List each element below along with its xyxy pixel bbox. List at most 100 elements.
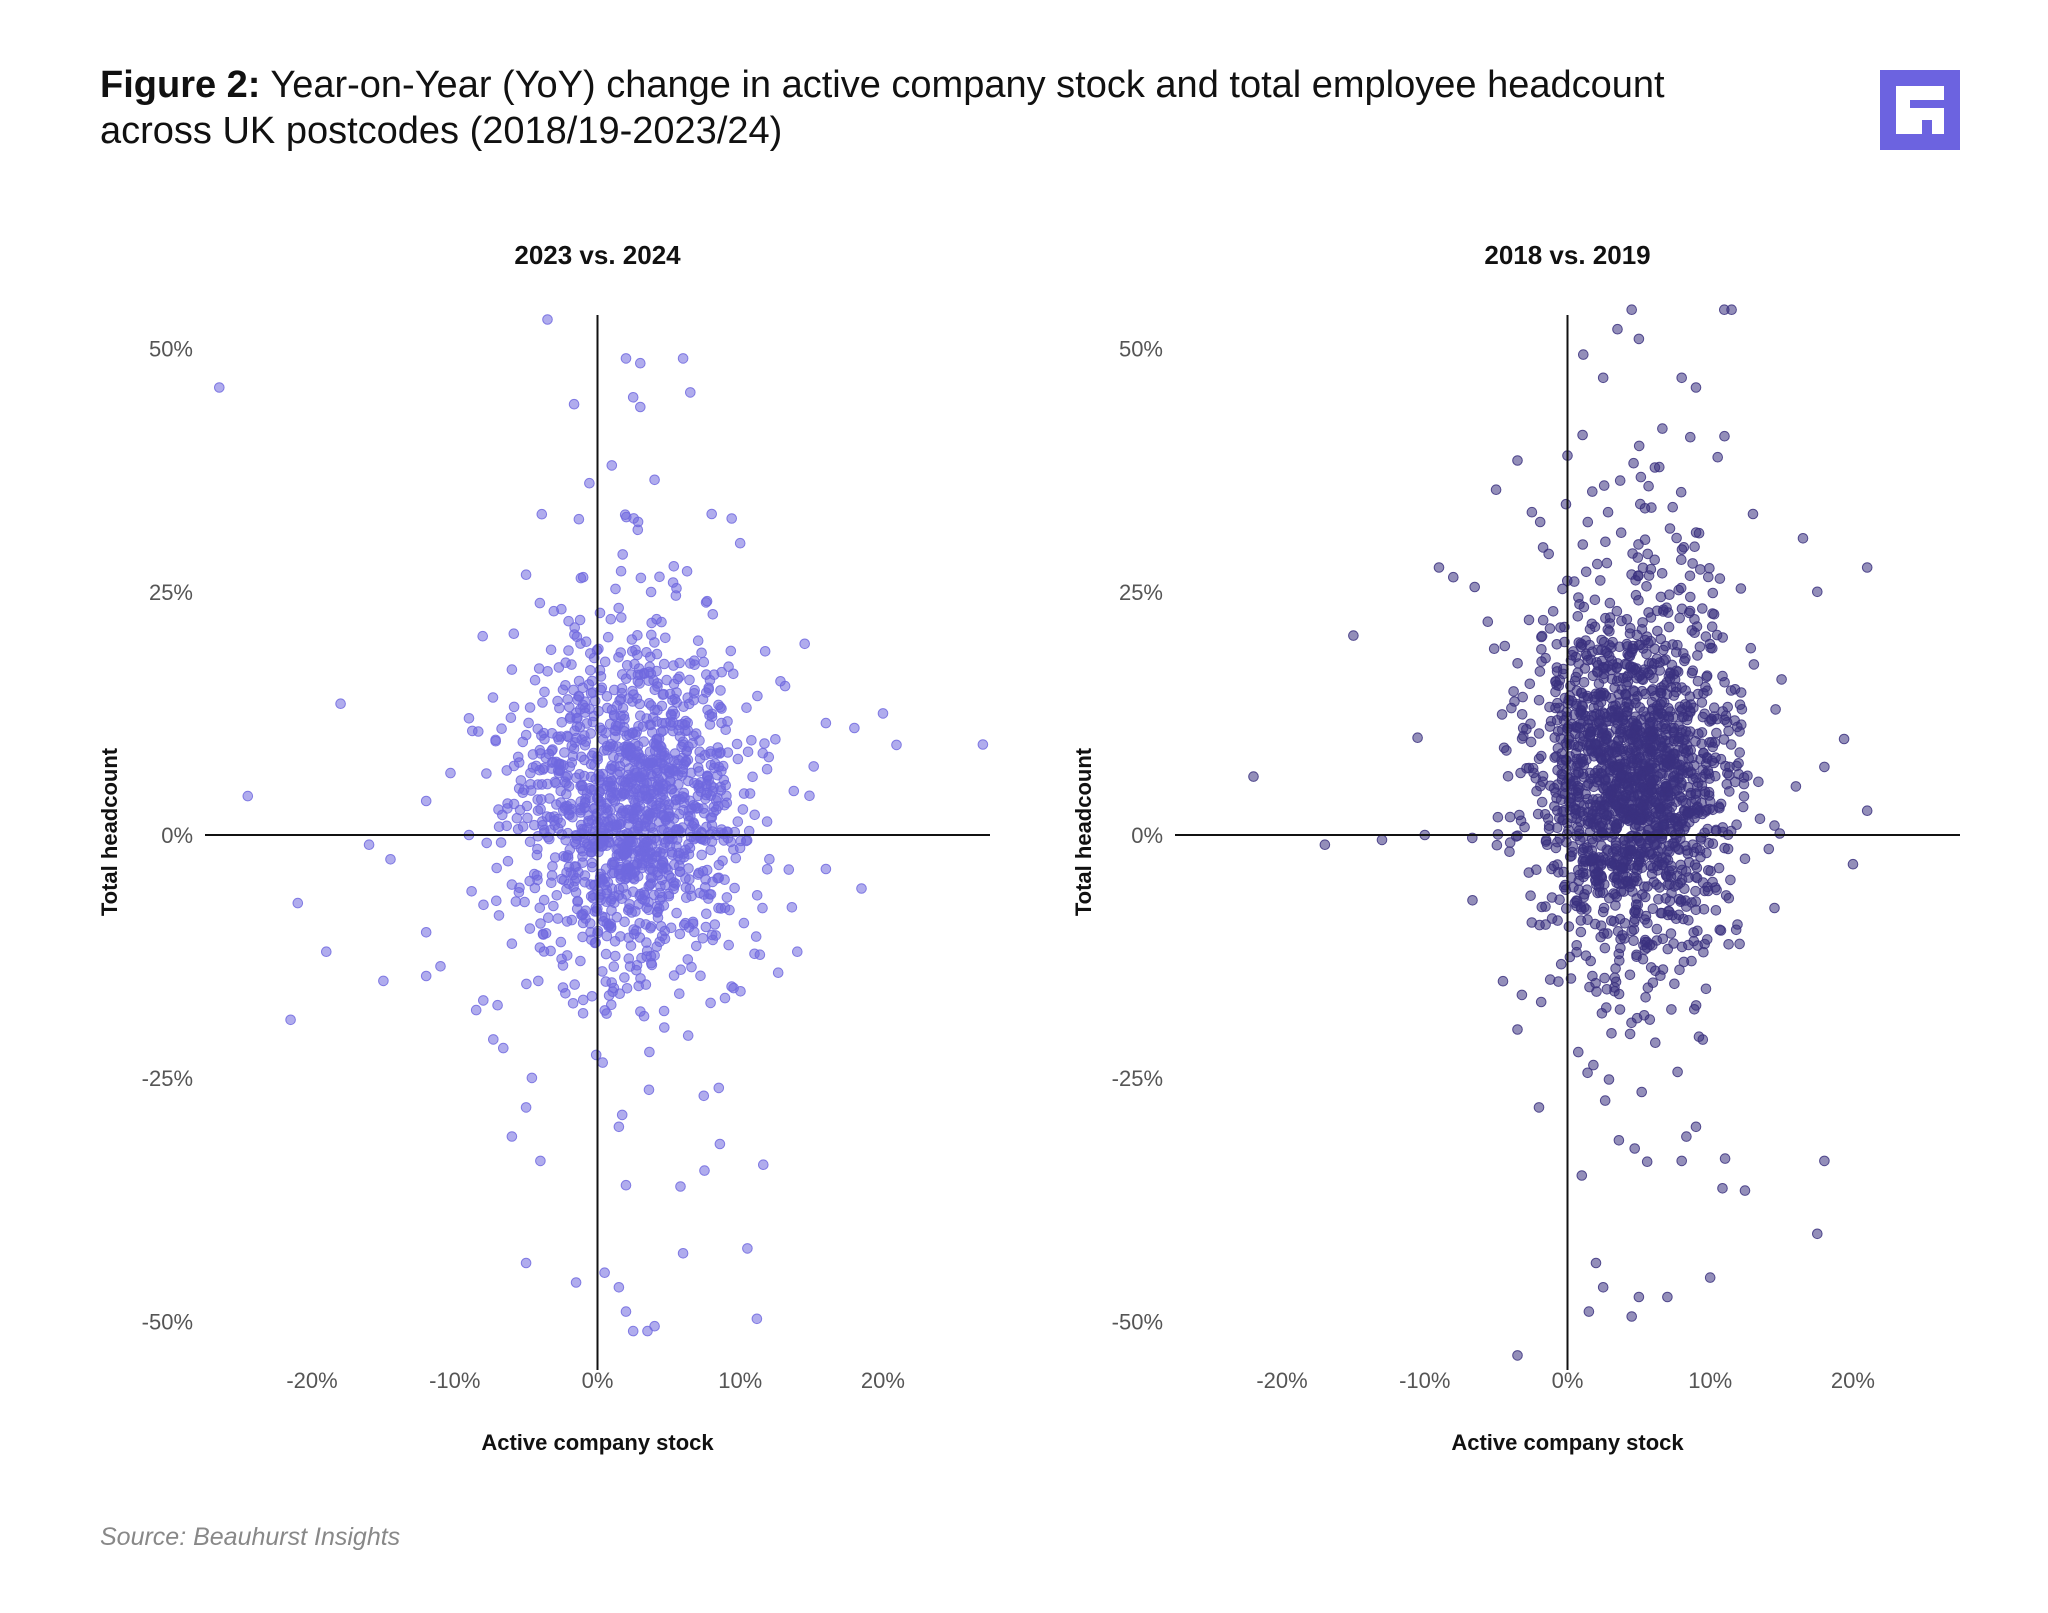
- scatter-point: [488, 1034, 499, 1045]
- scatter-point: [689, 655, 700, 667]
- scatter-point: [1626, 304, 1637, 316]
- scatter-point: [1589, 773, 1600, 784]
- scatter-point: [470, 1004, 482, 1016]
- scatter-point: [420, 795, 432, 807]
- scatter-point: [1492, 811, 1504, 823]
- scatter-point: [1545, 780, 1556, 792]
- scatter-point: [615, 931, 626, 942]
- scatter-point: [1737, 801, 1749, 813]
- scatter-point: [1663, 713, 1675, 724]
- scatter-point: [786, 902, 798, 913]
- scatter-point: [1704, 563, 1715, 574]
- scatter-point: [1686, 625, 1698, 636]
- scatter-point: [1619, 918, 1631, 929]
- scatter-point: [692, 762, 704, 773]
- scatter-point: [1639, 534, 1651, 546]
- scatter-point: [687, 918, 699, 930]
- scatter-point: [573, 675, 585, 687]
- scatter-point: [641, 647, 652, 658]
- scatter-point: [1700, 983, 1712, 995]
- scatter-point: [1688, 846, 1700, 858]
- scatter-point: [1549, 801, 1560, 812]
- scatter-point: [491, 862, 503, 874]
- scatter-point: [1616, 863, 1627, 875]
- scatter-point: [1595, 931, 1606, 943]
- scatter-point: [551, 890, 563, 901]
- scatter-point: [1555, 958, 1567, 970]
- scatter-point: [621, 730, 633, 741]
- scatter-point: [559, 747, 570, 758]
- scatter-point: [601, 691, 613, 702]
- scatter-point: [1610, 843, 1621, 855]
- scatter-point: [725, 645, 737, 657]
- scatter-point: [1631, 865, 1643, 876]
- scatter-point: [1534, 516, 1546, 528]
- scatter-point: [512, 824, 524, 835]
- scatter-point: [1684, 705, 1696, 717]
- scatter-point: [658, 1005, 670, 1017]
- scatter-point: [627, 1325, 639, 1337]
- scatter-point: [1536, 631, 1547, 643]
- scatter-point: [1601, 733, 1612, 745]
- scatter-point: [1861, 562, 1873, 573]
- scatter-point: [1601, 557, 1613, 569]
- scatter-point: [628, 783, 640, 795]
- scatter-point: [1546, 892, 1558, 903]
- scatter-point: [523, 717, 534, 729]
- scatter-point: [1645, 785, 1657, 797]
- scatter-point: [1641, 581, 1652, 592]
- scatter-point: [532, 874, 543, 886]
- scatter-point: [1627, 548, 1638, 559]
- scatter-point: [747, 771, 758, 783]
- scatter-point: [1579, 889, 1590, 900]
- scatter-point: [508, 798, 520, 810]
- scatter-point: [653, 903, 665, 914]
- scatter-point: [681, 892, 692, 904]
- scatter-point: [1615, 726, 1627, 738]
- scatter-point: [1697, 1034, 1709, 1045]
- scatter-point: [1610, 778, 1621, 790]
- scatter-point: [1248, 771, 1259, 782]
- scatter-point: [608, 859, 620, 871]
- y-tick-label: 25%: [1119, 580, 1163, 605]
- scatter-point: [524, 836, 536, 848]
- scatter-point: [571, 631, 583, 643]
- scatter-point: [610, 583, 621, 595]
- scatter-point: [445, 767, 456, 779]
- scatter-point: [563, 645, 574, 656]
- scatter-point: [557, 960, 569, 971]
- scatter-point: [1549, 732, 1561, 743]
- scatter-point: [292, 897, 304, 909]
- scatter-point: [1537, 614, 1549, 626]
- scatter-point: [1622, 876, 1634, 887]
- scatter-point: [719, 992, 731, 1004]
- scatter-point: [1735, 687, 1747, 698]
- scatter-point: [1647, 977, 1659, 989]
- scatter-point: [645, 922, 656, 934]
- scatter-point: [804, 790, 815, 802]
- scatter-point: [702, 704, 713, 716]
- scatter-point: [1624, 1028, 1636, 1040]
- scatter-point: [820, 863, 832, 875]
- scatter-point: [693, 782, 705, 794]
- scatter-point: [1714, 573, 1726, 584]
- scatter-point: [1672, 639, 1683, 651]
- scatter-point: [536, 508, 548, 520]
- scatter-point: [1668, 761, 1679, 772]
- scatter-point: [687, 820, 698, 832]
- scatter-point: [1628, 685, 1639, 696]
- scatter-point: [559, 776, 571, 788]
- scatter-point: [1645, 766, 1657, 778]
- scatter-point: [1587, 723, 1598, 734]
- scatter-point: [1509, 696, 1520, 707]
- scatter-point: [640, 783, 651, 795]
- y-tick-label: -50%: [1112, 1309, 1163, 1334]
- scatter-point: [634, 890, 646, 902]
- scatter-point: [1412, 732, 1423, 744]
- scatter-point: [378, 975, 389, 987]
- scatter-points: [214, 314, 989, 1337]
- scatter-point: [1617, 743, 1629, 755]
- scatter-point: [535, 1155, 546, 1167]
- scatter-point: [1575, 926, 1587, 938]
